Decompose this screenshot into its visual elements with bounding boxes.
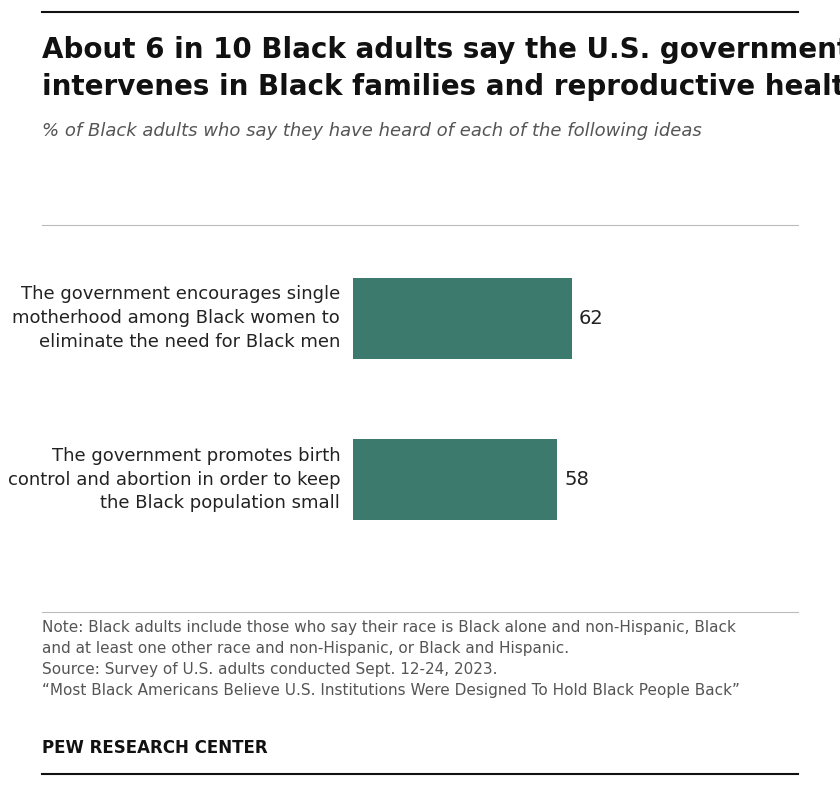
Text: The government promotes birth
control and abortion in order to keep
the Black po: The government promotes birth control an… xyxy=(8,447,340,513)
Text: 62: 62 xyxy=(579,309,603,328)
Bar xyxy=(353,439,558,521)
Bar xyxy=(353,277,571,359)
Text: Note: Black adults include those who say their race is Black alone and non-Hispa: Note: Black adults include those who say… xyxy=(42,620,740,698)
Text: intervenes in Black families and reproductive health: intervenes in Black families and reprodu… xyxy=(42,73,840,100)
Text: 58: 58 xyxy=(564,470,590,489)
Text: About 6 in 10 Black adults say the U.S. government: About 6 in 10 Black adults say the U.S. … xyxy=(42,36,840,63)
Text: The government encourages single
motherhood among Black women to
eliminate the n: The government encourages single motherh… xyxy=(13,285,340,351)
Text: PEW RESEARCH CENTER: PEW RESEARCH CENTER xyxy=(42,739,268,757)
Text: % of Black adults who say they have heard of each of the following ideas: % of Black adults who say they have hear… xyxy=(42,122,701,141)
